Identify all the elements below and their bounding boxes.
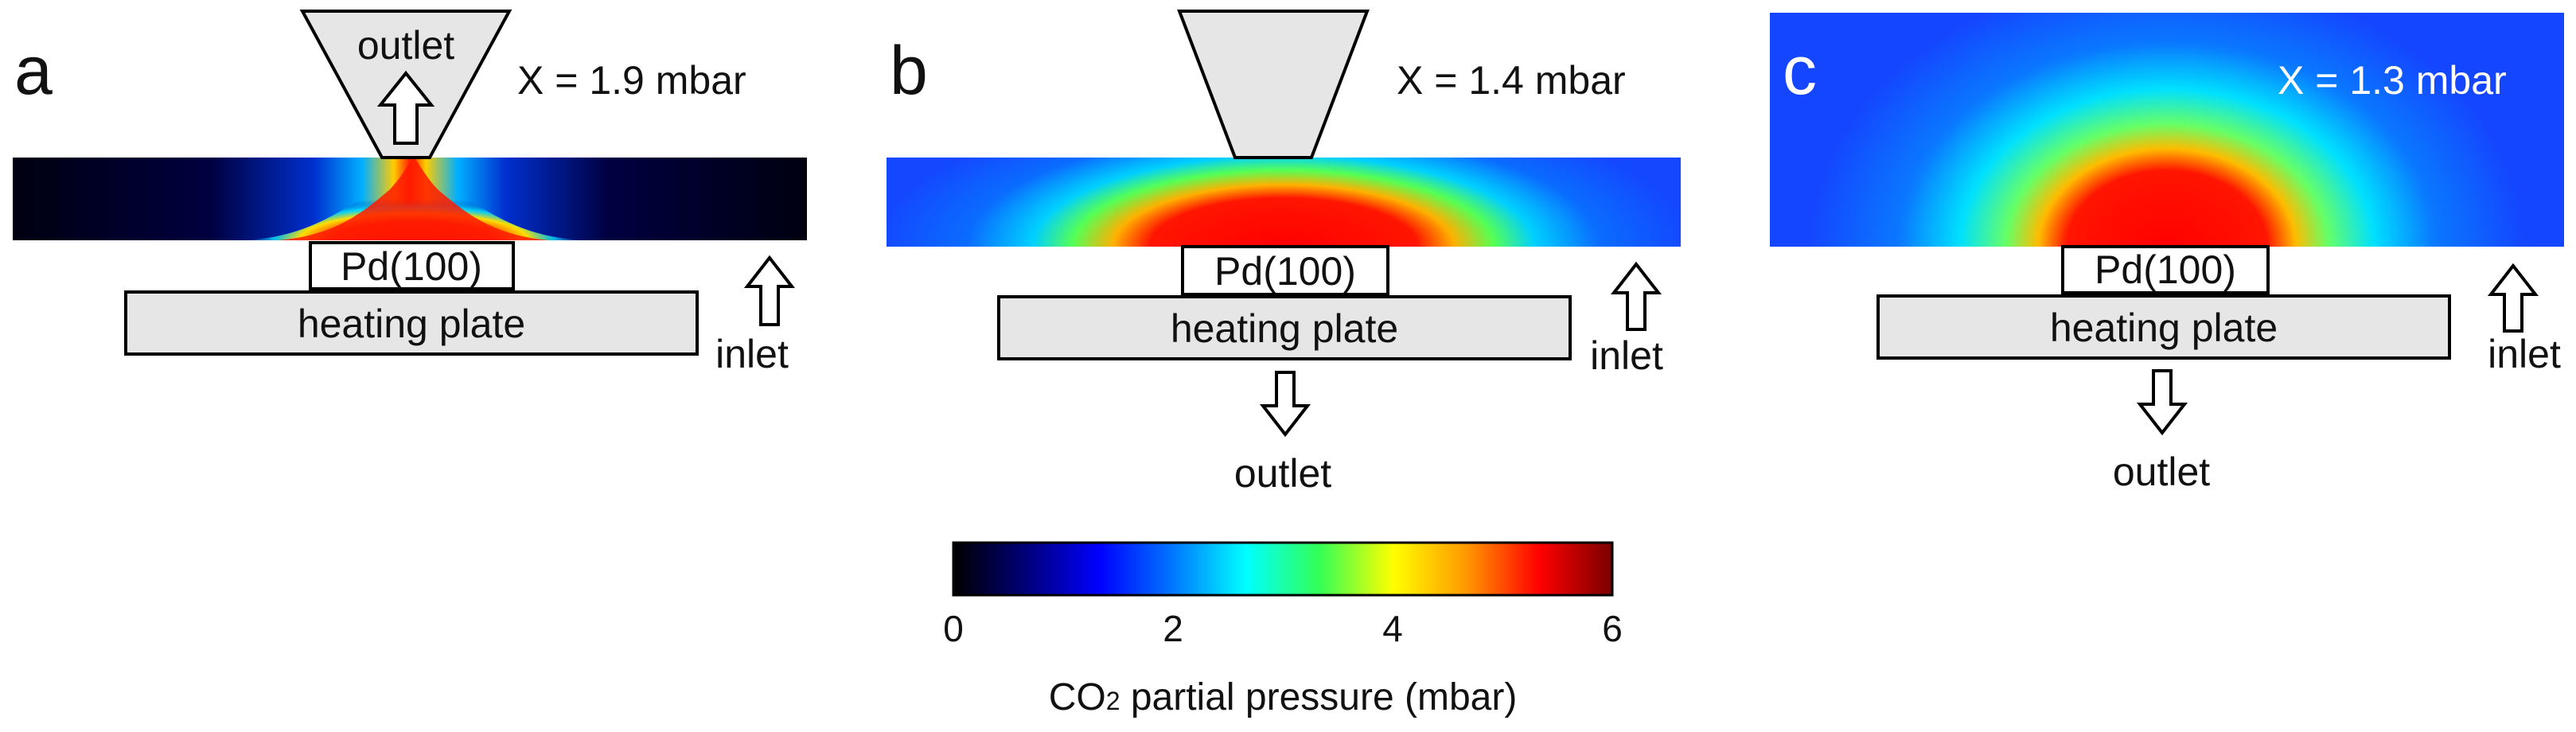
panel-a: a outlet X = 1.9 mbar Pd(100) heating pl… (13, 10, 807, 376)
pd100-crystal: Pd(100) (2061, 245, 2270, 294)
up-arrow-icon (2487, 263, 2539, 333)
colorbar-gradient (952, 541, 1614, 597)
heating-plate: heating plate (1876, 294, 2451, 360)
pd100-crystal: Pd(100) (1181, 245, 1389, 296)
bottom-outlet-label: outlet (2113, 450, 2210, 494)
reaction-map (13, 158, 807, 240)
colorbar-title: CO2 partial pressure (mbar) (1049, 676, 1518, 718)
heater-label: heating plate (2050, 306, 2278, 350)
up-arrow-icon (376, 70, 435, 145)
crystal-label: Pd(100) (341, 244, 482, 289)
bottom-outlet: outlet (1234, 371, 1331, 496)
pd100-crystal: Pd(100) (309, 241, 515, 290)
panel-letter: c (1783, 33, 1817, 109)
panel-letter: a (14, 33, 53, 109)
colorbar-tick-label: 0 (943, 608, 964, 649)
inlet-label: inlet (2488, 332, 2561, 376)
colorbar-ticks: 0 2 4 6 (943, 608, 1623, 649)
bottom-outlet: outlet (2113, 369, 2210, 494)
panel-b: b X = 1.4 mbar Pd(100) heating plate inl… (887, 10, 1681, 496)
colorbar: 0 2 4 6 CO2 partial pressure (mbar) (943, 541, 1623, 718)
x-label: X = 1.3 mbar (2278, 58, 2507, 103)
crystal-label: Pd(100) (2095, 247, 2236, 292)
heating-plate: heating plate (997, 295, 1572, 360)
outlet-nozzle: outlet (299, 10, 512, 159)
panel-c: c X = 1.3 mbar Pd(100) heating plate inl… (1770, 13, 2564, 494)
down-arrow-icon (1259, 371, 1311, 438)
up-arrow-icon (743, 255, 796, 326)
heater-label: heating plate (298, 302, 525, 346)
inlet: inlet (2487, 263, 2561, 376)
down-arrow-icon (2136, 369, 2188, 436)
colorbar-tick-label: 2 (1163, 608, 1183, 649)
panel-letter: b (890, 33, 928, 109)
up-arrow-icon (1610, 261, 1662, 331)
heater-label: heating plate (1171, 306, 1398, 351)
colorbar-tick-label: 6 (1602, 608, 1623, 649)
inlet-label: inlet (1590, 333, 1663, 378)
reaction-map (1770, 13, 2564, 247)
colorbar-tick-label: 4 (1382, 608, 1403, 649)
outlet-nozzle (1177, 10, 1370, 159)
heating-plate: heating plate (124, 290, 699, 356)
x-label: X = 1.9 mbar (517, 58, 746, 103)
inlet-label: inlet (715, 332, 789, 376)
x-label: X = 1.4 mbar (1397, 58, 1626, 103)
bottom-outlet-label: outlet (1234, 451, 1331, 496)
reaction-map (887, 158, 1681, 247)
inlet: inlet (1590, 261, 1663, 378)
crystal-label: Pd(100) (1214, 249, 1356, 294)
inlet: inlet (715, 255, 796, 376)
nozzle-outlet-label: outlet (357, 23, 454, 68)
